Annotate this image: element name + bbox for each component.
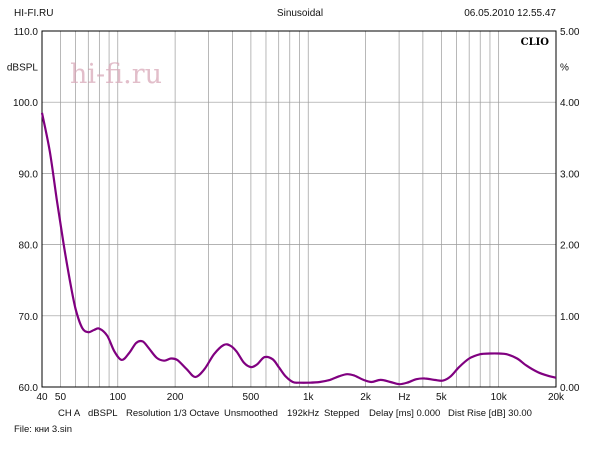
x-tick-label: 500 (243, 392, 260, 403)
plot-frame (41, 30, 557, 388)
footer-channel: CH A (58, 408, 81, 419)
y2-tick-label: 2.00 (560, 241, 580, 252)
x-tick-label: 20k (548, 392, 565, 403)
brand-label: CLIO (521, 37, 550, 48)
y-tick-label: 80.0 (19, 241, 39, 252)
x-tick-label: 2k (360, 392, 372, 403)
y2-tick-label: 1.00 (560, 312, 580, 323)
footer-mode: Stepped (324, 408, 360, 419)
y2-tick-label: 5.00 (560, 27, 580, 38)
footer-rate: 192kHz (287, 408, 320, 419)
x-tick-label: 100 (109, 392, 126, 403)
x-tick-label: 1k (303, 392, 315, 403)
x-tick-label: 10k (491, 392, 508, 403)
y-axis-label: dBSPL (7, 63, 39, 74)
header-title: Sinusoidal (276, 8, 324, 19)
y-tick-label: 60.0 (19, 383, 39, 394)
x-tick-label: 40 (36, 392, 48, 403)
y2-tick-label: 4.00 (560, 98, 580, 109)
x-tick-label: 50 (55, 392, 67, 403)
y-tick-label: 110.0 (14, 27, 39, 38)
y-tick-label: 70.0 (19, 312, 39, 323)
response-curve (40, 112, 557, 386)
footer-smoothing: Unsmoothed (224, 408, 278, 419)
header-timestamp: 06.05.2010 12.55.47 (464, 8, 556, 19)
footer-units: dBSPL (88, 408, 118, 419)
y2-tick-label: 3.00 (560, 169, 580, 180)
y2-tick-label: 0.00 (560, 383, 580, 394)
footer-delay: Delay [ms] 0.000 (369, 408, 441, 419)
y-tick-label: 100.0 (13, 98, 38, 109)
footer-file: File: кни 3.sin (14, 424, 73, 435)
footer-resolution: Resolution 1/3 Octave (126, 408, 220, 419)
x-axis-label: Hz (398, 392, 410, 403)
x-tick-label: 5k (436, 392, 448, 403)
y2-axis-label: % (560, 63, 569, 74)
x-tick-label: 200 (167, 392, 184, 403)
footer-dist-rise: Dist Rise [dB] 30.00 (448, 408, 532, 419)
watermark-text: hi-fi.ru (70, 59, 162, 90)
y-tick-label: 90.0 (19, 169, 39, 180)
header-left: HI-FI.RU (14, 8, 54, 19)
